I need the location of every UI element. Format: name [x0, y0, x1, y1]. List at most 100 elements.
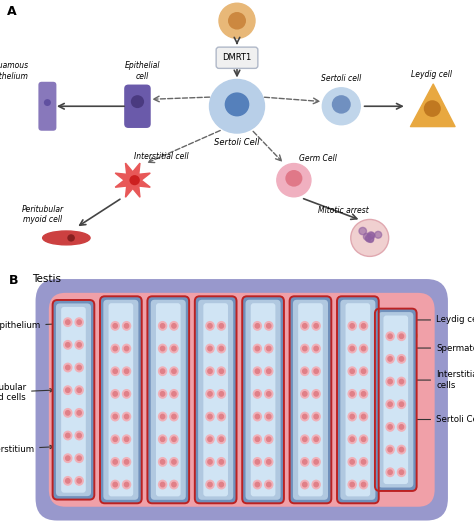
Circle shape — [253, 366, 262, 376]
FancyBboxPatch shape — [100, 297, 142, 503]
Circle shape — [110, 480, 120, 490]
Circle shape — [219, 324, 224, 328]
Circle shape — [347, 412, 357, 422]
FancyBboxPatch shape — [56, 303, 91, 496]
Circle shape — [219, 460, 224, 464]
Circle shape — [205, 412, 215, 422]
Circle shape — [347, 321, 357, 331]
Circle shape — [65, 343, 70, 347]
Circle shape — [205, 389, 215, 399]
Text: Squamous
epithelium: Squamous epithelium — [0, 61, 29, 81]
Circle shape — [124, 482, 128, 487]
Circle shape — [113, 346, 117, 351]
Circle shape — [205, 480, 215, 490]
Circle shape — [65, 433, 70, 438]
Circle shape — [264, 412, 273, 422]
Circle shape — [369, 233, 375, 238]
Circle shape — [63, 317, 73, 327]
Circle shape — [314, 482, 319, 487]
Circle shape — [113, 482, 117, 487]
Circle shape — [74, 430, 84, 440]
Circle shape — [169, 366, 179, 376]
Circle shape — [266, 414, 271, 419]
Circle shape — [359, 366, 368, 376]
Circle shape — [264, 389, 273, 399]
FancyBboxPatch shape — [103, 300, 138, 500]
Circle shape — [77, 320, 82, 324]
Circle shape — [65, 320, 70, 324]
Circle shape — [255, 460, 259, 464]
Circle shape — [65, 388, 70, 392]
Circle shape — [364, 233, 371, 240]
Circle shape — [169, 321, 179, 331]
Circle shape — [253, 389, 262, 399]
Circle shape — [332, 95, 351, 113]
Circle shape — [347, 366, 357, 376]
Circle shape — [110, 321, 120, 331]
Text: A: A — [7, 5, 17, 18]
Circle shape — [77, 388, 82, 392]
Circle shape — [217, 366, 226, 376]
Circle shape — [255, 324, 259, 328]
Circle shape — [63, 476, 73, 486]
Ellipse shape — [43, 231, 90, 245]
Circle shape — [158, 457, 167, 467]
FancyBboxPatch shape — [36, 279, 448, 520]
Circle shape — [113, 369, 117, 373]
Circle shape — [122, 480, 131, 490]
Circle shape — [122, 457, 131, 467]
Circle shape — [314, 437, 319, 441]
Circle shape — [65, 456, 70, 460]
Circle shape — [300, 389, 310, 399]
Circle shape — [368, 232, 374, 238]
FancyBboxPatch shape — [293, 300, 328, 500]
Circle shape — [362, 482, 366, 487]
Circle shape — [253, 321, 262, 331]
Circle shape — [217, 321, 226, 331]
Circle shape — [362, 346, 366, 351]
Circle shape — [303, 460, 307, 464]
Circle shape — [74, 453, 84, 463]
Circle shape — [208, 324, 212, 328]
FancyBboxPatch shape — [151, 300, 186, 500]
Circle shape — [74, 362, 84, 372]
Circle shape — [63, 430, 73, 440]
Circle shape — [217, 389, 226, 399]
Circle shape — [300, 480, 310, 490]
Text: Interstitial cell: Interstitial cell — [134, 152, 189, 161]
Text: Epithelium: Epithelium — [0, 321, 64, 331]
Text: Sertoli Cell: Sertoli Cell — [214, 138, 260, 146]
Circle shape — [388, 379, 392, 384]
Text: Peritubular
myoid cells: Peritubular myoid cells — [0, 383, 54, 402]
Circle shape — [253, 480, 262, 490]
FancyBboxPatch shape — [53, 300, 94, 499]
Circle shape — [205, 321, 215, 331]
Circle shape — [63, 385, 73, 395]
Ellipse shape — [58, 311, 84, 322]
Text: Interstitial
cells: Interstitial cells — [407, 370, 474, 390]
Circle shape — [266, 482, 271, 487]
Circle shape — [314, 414, 319, 419]
Text: Testis: Testis — [32, 274, 61, 284]
FancyBboxPatch shape — [124, 85, 151, 128]
Circle shape — [264, 434, 273, 444]
Text: Sertoli cell: Sertoli cell — [321, 74, 361, 83]
FancyBboxPatch shape — [378, 312, 413, 487]
Circle shape — [347, 434, 357, 444]
Circle shape — [303, 482, 307, 487]
Circle shape — [303, 437, 307, 441]
Circle shape — [253, 344, 262, 354]
Circle shape — [158, 480, 167, 490]
FancyBboxPatch shape — [337, 297, 379, 503]
Circle shape — [74, 340, 84, 350]
FancyBboxPatch shape — [203, 303, 228, 496]
Circle shape — [169, 480, 179, 490]
Text: Peritubular
myoid cell: Peritubular myoid cell — [22, 204, 64, 224]
Circle shape — [300, 344, 310, 354]
Circle shape — [219, 369, 224, 373]
Circle shape — [44, 99, 51, 106]
Circle shape — [388, 447, 392, 452]
Circle shape — [158, 366, 167, 376]
Circle shape — [210, 79, 264, 133]
Circle shape — [397, 445, 406, 454]
